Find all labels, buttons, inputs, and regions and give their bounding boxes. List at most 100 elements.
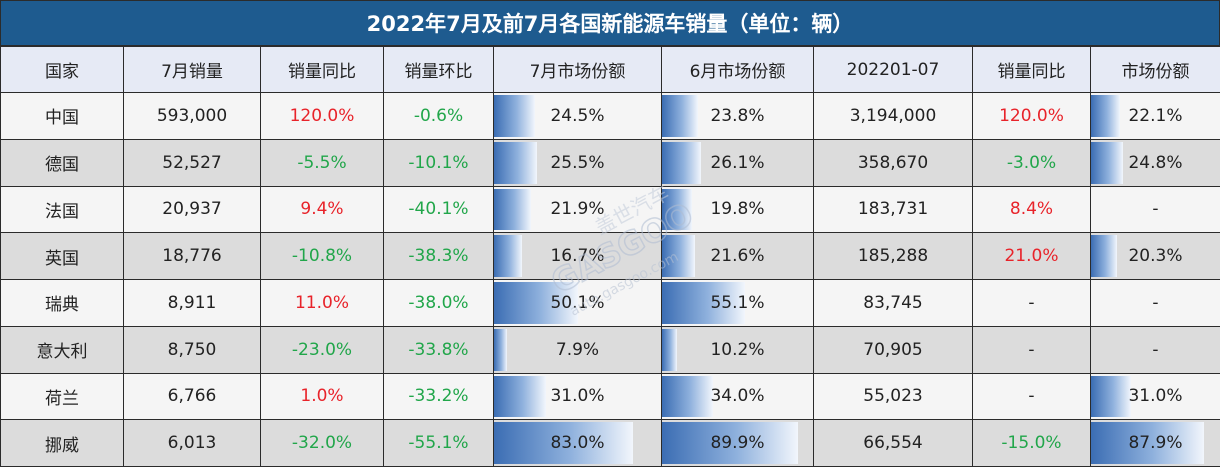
mom-cell: -40.1%: [383, 185, 494, 234]
share-bar: [494, 422, 633, 464]
yoy-cell: -5.5%: [260, 138, 384, 187]
country-cell: 中国: [0, 92, 124, 140]
share-bar: [494, 375, 546, 418]
ytd-yoy-cell: -15.0%: [972, 419, 1091, 467]
ytd-cell: 66,554: [813, 419, 973, 467]
cell-value: -15.0%: [1001, 433, 1062, 454]
sales-table: 国家 7月销量 销量同比 销量环比 7月市场份额 6月市场份额 202201-0…: [0, 46, 1220, 467]
mom-cell: -55.1%: [383, 419, 494, 467]
jun-share-cell: 34.0%: [661, 372, 814, 421]
header-ytd-yoy: 销量同比: [972, 46, 1091, 93]
mom-cell: -0.6%: [383, 92, 494, 140]
header-country: 国家: [0, 46, 124, 93]
jul-share-cell: 25.5%: [493, 138, 662, 187]
cell-value: 9.4%: [300, 199, 344, 220]
cell-value: 22.1%: [1128, 105, 1183, 126]
cell-value: 24.8%: [1128, 152, 1183, 173]
cell-value: 21.0%: [1004, 246, 1059, 267]
jun-share-cell: 23.8%: [661, 92, 814, 140]
cell-value: 358,670: [857, 152, 929, 173]
jul-sales-cell: 20,937: [123, 185, 261, 234]
jun-share-cell: 55.1%: [661, 279, 814, 327]
cell-value: 183,731: [857, 199, 929, 220]
cell-value: 21.6%: [710, 246, 765, 267]
country-cell: 瑞典: [0, 279, 124, 327]
ytd-yoy-cell: -3.0%: [972, 138, 1091, 187]
cell-value: -: [1028, 386, 1035, 407]
share-bar: [662, 188, 692, 231]
cell-value: -: [1028, 339, 1035, 360]
ytd-yoy-cell: -: [972, 325, 1091, 374]
cell-value: 185,288: [857, 246, 929, 267]
jul-share-cell: 31.0%: [493, 372, 662, 421]
cell-value: -33.2%: [408, 386, 469, 407]
share-bar: [1091, 95, 1120, 137]
ytd-cell: 183,731: [813, 185, 973, 234]
jul-sales-cell: 18,776: [123, 232, 261, 280]
share-bar: [662, 141, 702, 184]
cell-value: -38.3%: [408, 246, 469, 267]
ytd-yoy-cell: 120.0%: [972, 92, 1091, 140]
mom-cell: -33.8%: [383, 325, 494, 374]
yoy-cell: 120.0%: [260, 92, 384, 140]
ytd-cell: 70,905: [813, 325, 973, 374]
yoy-cell: -32.0%: [260, 419, 384, 467]
cell-value: 挪威: [45, 435, 79, 456]
header-row: 国家 7月销量 销量同比 销量环比 7月市场份额 6月市场份额 202201-0…: [0, 46, 1220, 93]
share-bar: [662, 95, 698, 137]
yoy-cell: 1.0%: [260, 372, 384, 421]
share-bar: [1091, 235, 1118, 277]
jul-share-cell: 50.1%: [493, 279, 662, 327]
cell-value: -33.8%: [408, 339, 469, 360]
mom-cell: -38.3%: [383, 232, 494, 280]
mom-cell: -33.2%: [383, 372, 494, 421]
jun-share-cell: 89.9%: [661, 419, 814, 467]
cell-value: 23.8%: [710, 105, 765, 126]
cell-value: 意大利: [36, 342, 88, 363]
table-body: 中国 593,000 120.0% -0.6% 24.5% 23.8% 3,194,000 1…: [0, 92, 1220, 467]
cell-value: 25.5%: [550, 152, 605, 173]
cell-value: -: [1152, 199, 1159, 220]
country-cell: 法国: [0, 185, 124, 234]
cell-value: 50.1%: [550, 292, 605, 313]
jun-share-cell: 10.2%: [661, 325, 814, 374]
cell-value: -32.0%: [291, 433, 353, 454]
table-title: 2022年7月及前7月各国新能源车销量（单位：辆）: [0, 0, 1220, 46]
cell-value: 7.9%: [555, 339, 600, 360]
share-bar: [662, 422, 798, 464]
cell-value: 荷兰: [45, 388, 79, 409]
ytd-yoy-cell: 21.0%: [972, 232, 1091, 280]
cell-value: 19.8%: [710, 199, 765, 220]
mom-cell: -10.1%: [383, 138, 494, 187]
ytd-share-cell: 87.9%: [1090, 419, 1220, 467]
cell-value: 34.0%: [710, 386, 765, 407]
cell-value: 英国: [45, 248, 79, 269]
share-bar: [494, 282, 578, 324]
jul-sales-cell: 52,527: [123, 138, 261, 187]
ytd-yoy-cell: -: [972, 372, 1091, 421]
ytd-yoy-cell: -: [972, 279, 1091, 327]
cell-value: 52,527: [162, 152, 222, 173]
ytd-share-cell: 31.0%: [1090, 372, 1220, 421]
table-row: 荷兰 6,766 1.0% -33.2% 31.0% 34.0% 55,023 - 31.0%: [0, 372, 1220, 421]
country-cell: 荷兰: [0, 372, 124, 421]
yoy-cell: -23.0%: [260, 325, 384, 374]
yoy-cell: 11.0%: [260, 279, 384, 327]
ytd-yoy-cell: 8.4%: [972, 185, 1091, 234]
share-bar: [494, 235, 522, 277]
jul-share-cell: 24.5%: [493, 92, 662, 140]
ytd-share-cell: 20.3%: [1090, 232, 1220, 280]
cell-value: 83,745: [863, 292, 923, 313]
jul-share-cell: 16.7%: [493, 232, 662, 280]
cell-value: 18,776: [162, 246, 222, 267]
jun-share-cell: 26.1%: [661, 138, 814, 187]
cell-value: -40.1%: [408, 199, 469, 220]
table-row: 瑞典 8,911 11.0% -38.0% 50.1% 55.1% 83,745 - -: [0, 279, 1220, 327]
cell-value: -: [1152, 339, 1159, 360]
jul-share-cell: 7.9%: [493, 325, 662, 374]
jul-sales-cell: 8,750: [123, 325, 261, 374]
country-cell: 挪威: [0, 419, 124, 467]
cell-value: 24.5%: [550, 105, 605, 126]
cell-value: -23.0%: [291, 339, 353, 360]
share-bar: [662, 328, 678, 371]
